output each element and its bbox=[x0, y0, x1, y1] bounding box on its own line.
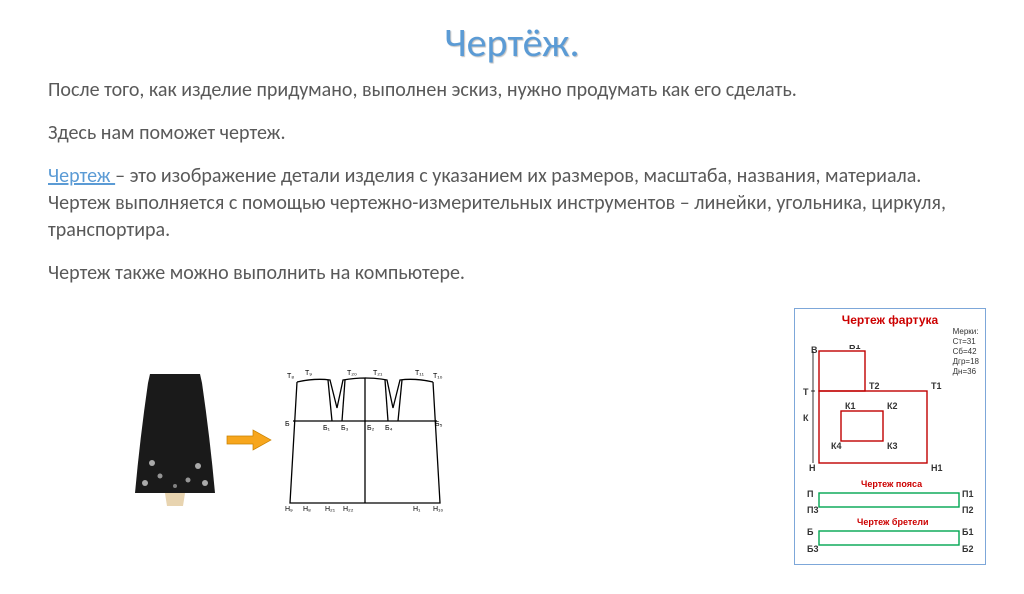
term-chertezh: Чертеж bbox=[48, 164, 115, 188]
paragraph-1: После того, как изделие придумано, выпол… bbox=[48, 77, 976, 104]
svg-text:Б₅: Б₅ bbox=[435, 421, 443, 428]
svg-text:Б3: Б3 bbox=[807, 544, 818, 554]
svg-text:Н₁₀: Н₁₀ bbox=[433, 506, 443, 513]
svg-text:Т₂₁: Т₂₁ bbox=[373, 370, 383, 377]
svg-text:Н₉: Н₉ bbox=[285, 506, 293, 513]
svg-text:Б₂: Б₂ bbox=[367, 425, 375, 432]
svg-text:П3: П3 bbox=[807, 505, 818, 515]
spec-l1: Мерки: bbox=[953, 327, 979, 337]
svg-text:Б1: Б1 bbox=[962, 527, 973, 537]
svg-text:В: В bbox=[811, 345, 818, 355]
paragraph-2: Здесь нам поможет чертеж. bbox=[48, 120, 976, 147]
svg-text:Т₁₁: Т₁₁ bbox=[415, 370, 425, 377]
svg-text:К3: К3 bbox=[887, 441, 898, 451]
skirt-pattern-drawing: Т₈ Т₉ Т₂₀ Т₂₁ Т₁₁ Т₁₀ Б Б₁ Б₃ Б₂ Б₄ Б₅ Н₉ Н₈ Н₂… bbox=[285, 368, 445, 513]
svg-text:Т: Т bbox=[803, 387, 809, 397]
svg-text:Н₂₁: Н₂₁ bbox=[325, 506, 336, 513]
svg-text:Б: Б bbox=[285, 421, 290, 428]
svg-text:Б: Б bbox=[807, 527, 814, 537]
svg-text:К: К bbox=[803, 413, 809, 423]
svg-text:В1: В1 bbox=[849, 345, 861, 351]
svg-text:П2: П2 bbox=[962, 505, 973, 515]
svg-text:Т₉: Т₉ bbox=[305, 370, 312, 377]
svg-text:К2: К2 bbox=[887, 401, 898, 411]
figure-skirt-to-pattern: Т₈ Т₉ Т₂₀ Т₂₁ Т₁₁ Т₁₀ Б Б₁ Б₃ Б₂ Б₄ Б₅ Н₉ Н₈ Н₂… bbox=[130, 368, 450, 548]
apron-diagram: ВВ1 ТТ2 Т1 КК1 К2К3 К4 НН1 Чертеж пояса … bbox=[801, 345, 977, 557]
svg-text:П: П bbox=[807, 489, 813, 499]
svg-text:Чертеж пояса: Чертеж пояса bbox=[861, 479, 923, 489]
svg-text:Б₁: Б₁ bbox=[323, 425, 331, 432]
svg-text:Т2: Т2 bbox=[869, 381, 880, 391]
skirt-image bbox=[130, 368, 220, 508]
svg-text:Т₂₀: Т₂₀ bbox=[347, 370, 357, 377]
svg-text:Н₁: Н₁ bbox=[413, 506, 421, 513]
svg-text:Т₈: Т₈ bbox=[287, 373, 294, 380]
svg-text:Н₂₂: Н₂₂ bbox=[343, 506, 354, 513]
svg-text:К1: К1 bbox=[845, 401, 856, 411]
svg-text:Н₈: Н₈ bbox=[303, 506, 311, 513]
svg-text:Н1: Н1 bbox=[931, 463, 943, 473]
page-title: Чертёж. bbox=[0, 18, 1024, 67]
svg-text:Чертеж бретели: Чертеж бретели bbox=[857, 517, 929, 527]
apron-title: Чертеж фартука bbox=[795, 313, 985, 327]
paragraph-3-rest: – это изображение детали изделия с указа… bbox=[48, 164, 946, 242]
paragraph-4: Чертеж также можно выполнить на компьюте… bbox=[48, 260, 976, 287]
body-text: После того, как изделие придумано, выпол… bbox=[0, 77, 1024, 287]
svg-text:Н: Н bbox=[809, 463, 816, 473]
svg-text:Т1: Т1 bbox=[931, 381, 942, 391]
svg-text:Т₁₀: Т₁₀ bbox=[433, 373, 443, 380]
svg-text:Б2: Б2 bbox=[962, 544, 973, 554]
arrow-icon bbox=[225, 428, 273, 452]
svg-text:К4: К4 bbox=[831, 441, 842, 451]
paragraph-3: Чертеж – это изображение детали изделия … bbox=[48, 163, 976, 244]
svg-text:Б₄: Б₄ bbox=[385, 425, 393, 432]
apron-drawing-panel: Чертеж фартука Мерки: Ст=31 Сб=42 Дгр=18… bbox=[794, 308, 986, 565]
svg-text:Б₃: Б₃ bbox=[341, 425, 349, 432]
svg-text:П1: П1 bbox=[962, 489, 973, 499]
